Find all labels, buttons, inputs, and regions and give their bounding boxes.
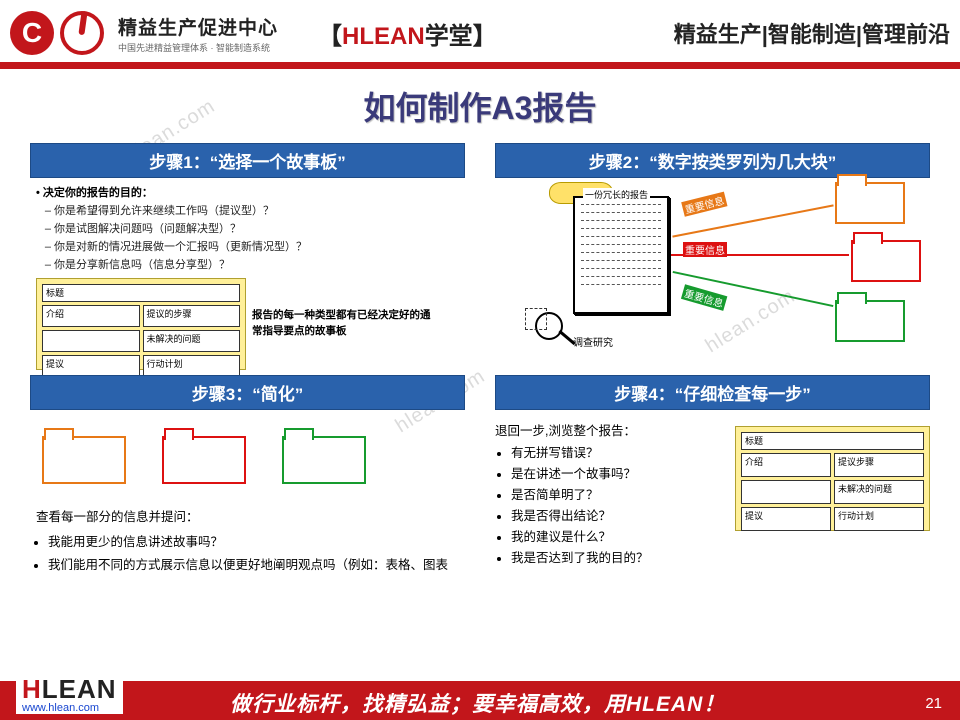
- header-red-bar: [0, 62, 960, 69]
- step1-list: 你是希望得到允许来继续工作吗（提议型）？ 你是试图解决问题吗（问题解决型）？ 你…: [54, 202, 465, 272]
- page-number: 21: [925, 695, 942, 712]
- sb-title: 标题: [741, 432, 924, 450]
- sb-cell: [42, 330, 140, 352]
- sb-cell: 提议: [42, 355, 140, 377]
- step2-bar: 步骤2：“数字按类罗列为几大块”: [495, 143, 930, 178]
- sb-cell: [741, 480, 831, 504]
- step3-intro: 查看每一部分的信息并提问：: [36, 506, 465, 525]
- step4-bar: 步骤4：“仔细检查每一步”: [495, 375, 930, 410]
- tag-red: HLEAN: [342, 23, 425, 50]
- panel-step1: 步骤1：“选择一个故事板” • 决定你的报告的目的： 你是希望得到允许来继续工作…: [30, 143, 465, 363]
- step4-body: 退回一步,浏览整个报告： 有无拼写错误？ 是在讲述一个故事吗？ 是否简单明了？ …: [495, 420, 930, 568]
- sb-cell: 提议的步骤: [143, 305, 241, 327]
- step1-bar: 步骤1：“选择一个故事板”: [30, 143, 465, 178]
- step1-bullet: 你是对新的情况进展做一个汇报吗（更新情况型）？: [54, 238, 465, 254]
- folder-red-icon: [851, 240, 921, 282]
- folder-green-icon: [282, 436, 366, 484]
- step4-bullet: 我是否达到了我的目的？: [511, 547, 715, 566]
- sb-cell: 提议步骤: [834, 453, 924, 477]
- magnifier-label: 调查研究: [573, 334, 613, 349]
- step4-bullet: 我是否得出结论？: [511, 505, 715, 524]
- panel-step2: 步骤2：“数字按类罗列为几大块” 一份冗长的报告 重要信息 重要信息 重要信息: [495, 143, 930, 363]
- arrow-label: 重要信息: [681, 284, 727, 311]
- folder-red-icon: [162, 436, 246, 484]
- step1-caption: 报告的每一种类型都有已经决定好的通常指导要点的故事板: [252, 308, 432, 340]
- step1-intro: • 决定你的报告的目的：: [36, 184, 465, 200]
- folder-orange-icon: [42, 436, 126, 484]
- content-grid: 步骤1：“选择一个故事板” • 决定你的报告的目的： 你是希望得到允许来继续工作…: [0, 129, 960, 595]
- sb-cell: 未解决的问题: [834, 480, 924, 504]
- panel-step3: 步骤3：“简化” 查看每一部分的信息并提问： 我能用更少的信息讲述故事吗？ 我们…: [30, 375, 465, 595]
- long-report-icon: 一份冗长的报告: [573, 196, 669, 314]
- step3-list: 我能用更少的信息讲述故事吗？ 我们能用不同的方式展示信息以便更好地阐明观点吗（例…: [48, 531, 465, 573]
- footer: 做行业标杆，找精弘益；要幸福高效，用HLEAN！ 21 HLEAN www.hl…: [0, 681, 960, 720]
- step4-bullet: 我的建议是什么？: [511, 526, 715, 545]
- arrow-label: 重要信息: [681, 192, 727, 217]
- step1-bullet: 你是分享新信息吗（信息分享型）？: [54, 256, 465, 272]
- bracket-open: 【: [318, 23, 342, 50]
- long-report-label: 一份冗长的报告: [583, 188, 650, 201]
- hlean-tag: 【HLEAN学堂】: [318, 16, 497, 51]
- step4-bullet: 是否简单明了？: [511, 484, 715, 503]
- footer-slogan: 做行业标杆，找精弘益；要幸福高效，用HLEAN！: [230, 688, 725, 718]
- step4-lead: 退回一步,浏览整个报告：: [495, 420, 715, 439]
- step1-bullet: 你是试图解决问题吗（问题解决型）？: [54, 220, 465, 236]
- tag-black: 学堂: [425, 23, 473, 50]
- sb-cell: 介绍: [741, 453, 831, 477]
- step1-intro-text: 决定你的报告的目的：: [43, 187, 153, 199]
- logo-block: C 精益生产促进中心 中国先进精益管理体系 · 智能制造系统: [10, 11, 278, 55]
- step3-bullet: 我能用更少的信息讲述故事吗？: [48, 531, 465, 550]
- page-title: 如何制作A3报告: [0, 83, 960, 129]
- sb-cell: 介绍: [42, 305, 140, 327]
- footer-logo: HLEAN www.hlean.com: [16, 672, 123, 714]
- footer-logo-h: H: [22, 674, 42, 704]
- sb-cell: 提议: [741, 507, 831, 531]
- logo-title: 精益生产促进中心: [118, 13, 278, 40]
- bracket-close: 】: [473, 23, 497, 50]
- arrow-label: 重要信息: [683, 242, 727, 257]
- logo-text: 精益生产促进中心 中国先进精益管理体系 · 智能制造系统: [118, 13, 278, 54]
- step4-list: 有无拼写错误？ 是在讲述一个故事吗？ 是否简单明了？ 我是否得出结论？ 我的建议…: [511, 442, 715, 566]
- step4-bullet: 是在讲述一个故事吗？: [511, 463, 715, 482]
- footer-bar: 做行业标杆，找精弘益；要幸福高效，用HLEAN！ 21: [0, 686, 960, 720]
- logo-ring-icon: [60, 11, 104, 55]
- step1-bullet: 你是希望得到允许来继续工作吗（提议型）？: [54, 202, 465, 218]
- header: C 精益生产促进中心 中国先进精益管理体系 · 智能制造系统 【HLEAN学堂】…: [0, 0, 960, 62]
- panel-step4: 步骤4：“仔细检查每一步” 退回一步,浏览整个报告： 有无拼写错误？ 是在讲述一…: [495, 375, 930, 595]
- header-right: 精益生产|智能制造|管理前沿: [674, 17, 950, 49]
- folder-orange-icon: [835, 182, 905, 224]
- footer-logo-text: HLEAN: [22, 674, 117, 705]
- step4-storyboard: 标题 介绍 提议步骤 未解决的问题 提议 行动计划: [735, 426, 930, 531]
- footer-logo-lean: LEAN: [42, 674, 117, 704]
- step4-bullet: 有无拼写错误？: [511, 442, 715, 461]
- step2-diagram: 一份冗长的报告 重要信息 重要信息 重要信息 调查研究: [495, 184, 930, 356]
- sb-cell: 行动计划: [143, 355, 241, 377]
- sb-title: 标题: [42, 284, 240, 302]
- folder-green-icon: [835, 300, 905, 342]
- step3-bar: 步骤3：“简化”: [30, 375, 465, 410]
- logo-c-icon: C: [10, 11, 54, 55]
- step3-bullet: 我们能用不同的方式展示信息以便更好地阐明观点吗（例如：表格、图表: [48, 554, 465, 573]
- step1-storyboard: 标题 介绍 提议的步骤 未解决的问题 提议 行动计划: [36, 278, 246, 370]
- magnifier-icon: [535, 312, 563, 340]
- sb-cell: 未解决的问题: [143, 330, 241, 352]
- step3-folders: [42, 436, 465, 484]
- step4-text: 退回一步,浏览整个报告： 有无拼写错误？ 是在讲述一个故事吗？ 是否简单明了？ …: [495, 420, 715, 568]
- sb-cell: 行动计划: [834, 507, 924, 531]
- logo-subtitle: 中国先进精益管理体系 · 智能制造系统: [118, 41, 278, 54]
